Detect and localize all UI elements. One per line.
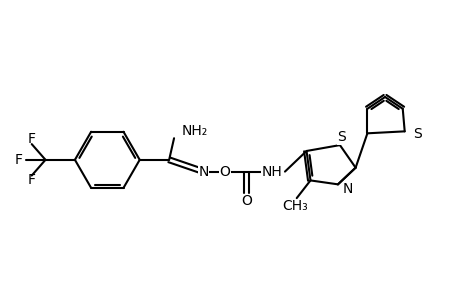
Text: S: S (413, 127, 421, 141)
Text: F: F (15, 153, 23, 167)
Text: NH: NH (261, 165, 282, 178)
Text: N: N (342, 182, 352, 196)
Text: F: F (28, 132, 36, 146)
Text: O: O (219, 165, 230, 178)
Text: O: O (241, 194, 252, 208)
Text: N: N (198, 165, 208, 178)
Text: F: F (28, 173, 36, 188)
Text: NH₂: NH₂ (181, 124, 208, 138)
Text: CH₃: CH₃ (281, 199, 307, 213)
Text: S: S (337, 130, 346, 144)
